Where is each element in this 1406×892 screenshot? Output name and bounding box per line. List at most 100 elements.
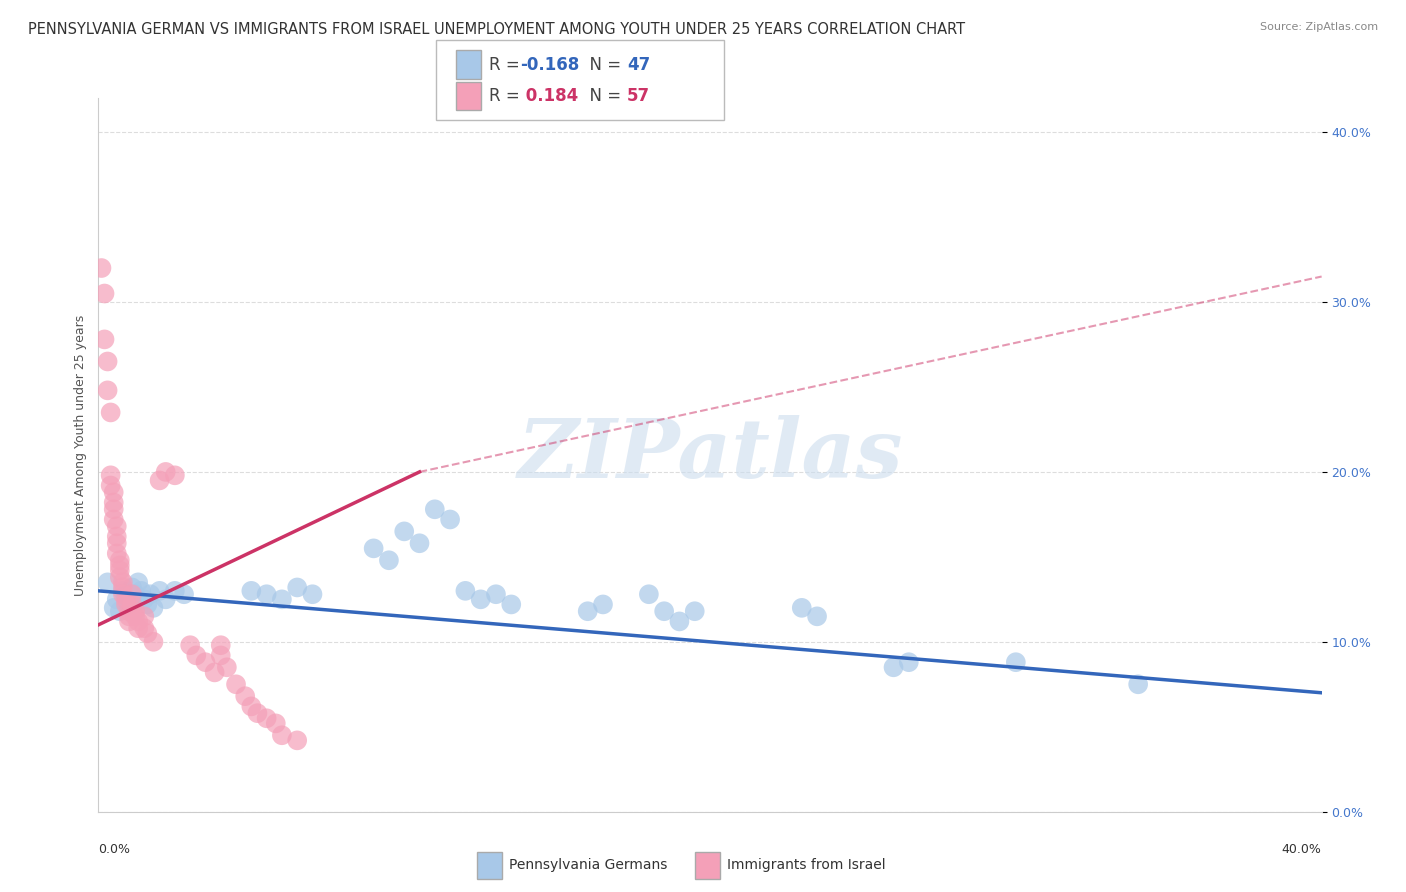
Point [423,502,446,516]
Point [136,626,159,640]
Point [105,592,128,607]
Point [111,575,134,590]
Point [142,600,165,615]
Point [246,706,269,721]
Point [97,575,120,590]
Point [108,604,131,618]
Point [134,621,156,635]
Point [363,541,385,556]
Point [111,587,134,601]
Point [652,604,675,618]
Point [100,478,122,492]
Point [790,600,813,615]
Point [378,553,401,567]
Point [105,536,128,550]
Point [118,615,141,629]
Point [103,495,125,509]
Point [240,583,263,598]
Text: R =: R = [489,87,526,105]
Point [100,405,122,419]
Point [127,615,149,629]
Point [108,564,131,578]
Point [121,581,143,595]
Point [118,609,141,624]
Point [1128,677,1150,691]
Point [592,598,614,612]
Point [439,512,461,526]
Point [301,587,323,601]
Point [127,621,149,635]
Point [142,635,165,649]
Point [806,609,828,624]
Point [134,592,156,607]
Point [264,716,287,731]
Point [668,615,690,629]
Point [105,519,128,533]
Point [897,655,920,669]
Text: Source: ZipAtlas.com: Source: ZipAtlas.com [1260,22,1378,32]
Text: 40.0%: 40.0% [1282,843,1322,856]
Point [118,598,141,612]
Point [233,689,256,703]
Point [270,728,292,742]
Point [97,384,120,398]
Text: N =: N = [579,87,627,105]
Point [408,536,430,550]
Point [115,598,138,612]
Point [179,638,201,652]
Point [576,604,599,618]
Point [124,609,146,624]
Point [108,553,131,567]
Point [90,260,112,275]
Point [93,286,115,301]
Point [285,581,308,595]
Point [163,583,186,598]
Text: 0.0%: 0.0% [98,843,131,856]
Point [108,570,131,584]
Point [637,587,661,601]
Point [121,598,143,612]
Point [129,583,152,598]
Point [134,609,156,624]
Text: Immigrants from Israel: Immigrants from Israel [727,858,886,872]
Point [209,648,232,663]
Point [103,502,125,516]
Point [103,485,125,500]
Point [115,587,138,601]
Point [149,583,172,598]
Point [240,699,263,714]
Point [103,512,125,526]
Point [392,524,416,539]
Point [186,648,208,663]
Text: ZIPatlas: ZIPatlas [517,415,903,495]
Text: 47: 47 [627,55,651,73]
Point [97,354,120,368]
Point [256,711,278,725]
Point [111,581,134,595]
Point [225,677,247,691]
Text: PENNSYLVANIA GERMAN VS IMMIGRANTS FROM ISRAEL UNEMPLOYMENT AMONG YOUTH UNDER 25 : PENNSYLVANIA GERMAN VS IMMIGRANTS FROM I… [28,22,966,37]
Text: R =: R = [489,55,526,73]
Point [215,660,238,674]
Point [108,558,131,573]
Point [115,592,138,607]
Point [209,638,232,652]
Point [155,465,177,479]
Point [93,332,115,346]
Text: 57: 57 [627,87,650,105]
Point [501,598,523,612]
Point [194,655,217,669]
Point [470,592,492,607]
Point [139,587,162,601]
Point [285,733,308,747]
Point [155,592,177,607]
Point [105,546,128,560]
Point [163,468,186,483]
Point [118,604,141,618]
Text: 0.184: 0.184 [520,87,578,105]
Point [270,592,292,607]
Point [127,575,149,590]
Point [149,474,172,488]
Point [204,665,226,680]
Point [256,587,278,601]
